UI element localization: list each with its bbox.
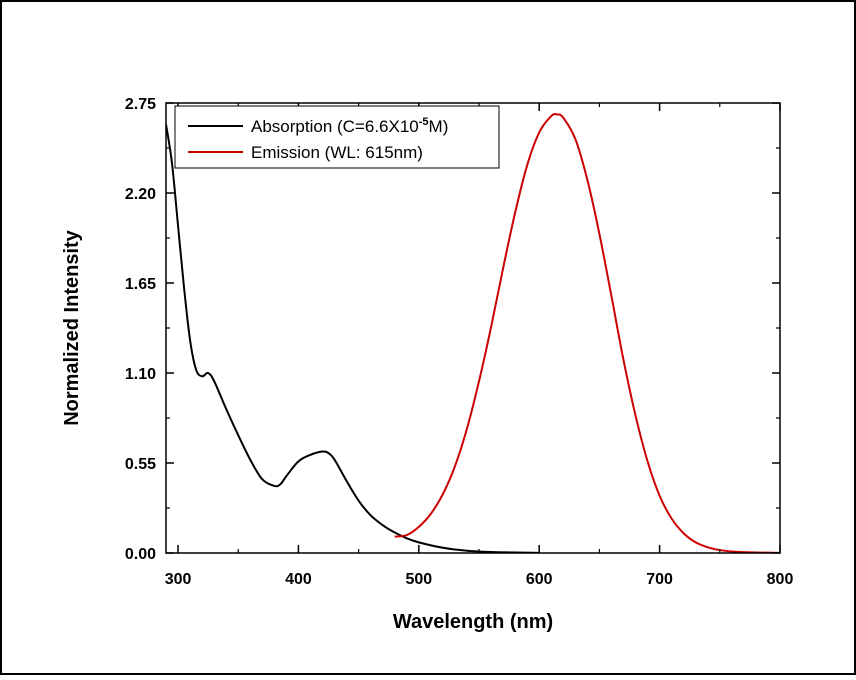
y-tick-label-0.55: 0.55	[125, 456, 156, 473]
series-layer	[166, 113, 780, 553]
legend: Absorption (C=6.6X10-5M) Emission (WL: 6…	[174, 105, 500, 169]
legend-absorption-suffix: M)	[429, 117, 449, 136]
x-tick-label-500: 500	[405, 571, 432, 588]
y-tick-label-1.65: 1.65	[125, 276, 156, 293]
y-axis-title: Normalized Intensity	[61, 229, 83, 425]
x-axis-title: Wavelength (nm)	[393, 611, 553, 633]
series-line-absorption	[166, 124, 540, 553]
legend-box	[174, 105, 500, 169]
y-tick-label-0.00: 0.00	[125, 546, 156, 563]
y-tick-label-2.75: 2.75	[125, 96, 156, 113]
ticks-layer: 300 400 500 600 700 800 0.00 0.55 1.10 1.65 2.20 2.…	[125, 96, 794, 588]
y-tick-label-1.10: 1.10	[125, 366, 156, 383]
x-tick-label-700: 700	[646, 571, 673, 588]
x-tick-label-800: 800	[767, 571, 794, 588]
x-tick-label-300: 300	[165, 571, 192, 588]
x-tick-label-400: 400	[285, 571, 312, 588]
series-line-emission	[394, 113, 780, 553]
legend-absorption-prefix: Absorption (C=6.6X10	[251, 117, 419, 136]
legend-absorption-sup: -5	[419, 116, 429, 128]
y-tick-label-2.20: 2.20	[125, 186, 156, 203]
legend-label-emission: Emission (WL: 615nm)	[251, 143, 423, 162]
legend-label-absorption: Absorption (C=6.6X10-5M)	[251, 116, 448, 136]
plot-area-border	[165, 102, 781, 554]
x-tick-label-600: 600	[526, 571, 553, 588]
